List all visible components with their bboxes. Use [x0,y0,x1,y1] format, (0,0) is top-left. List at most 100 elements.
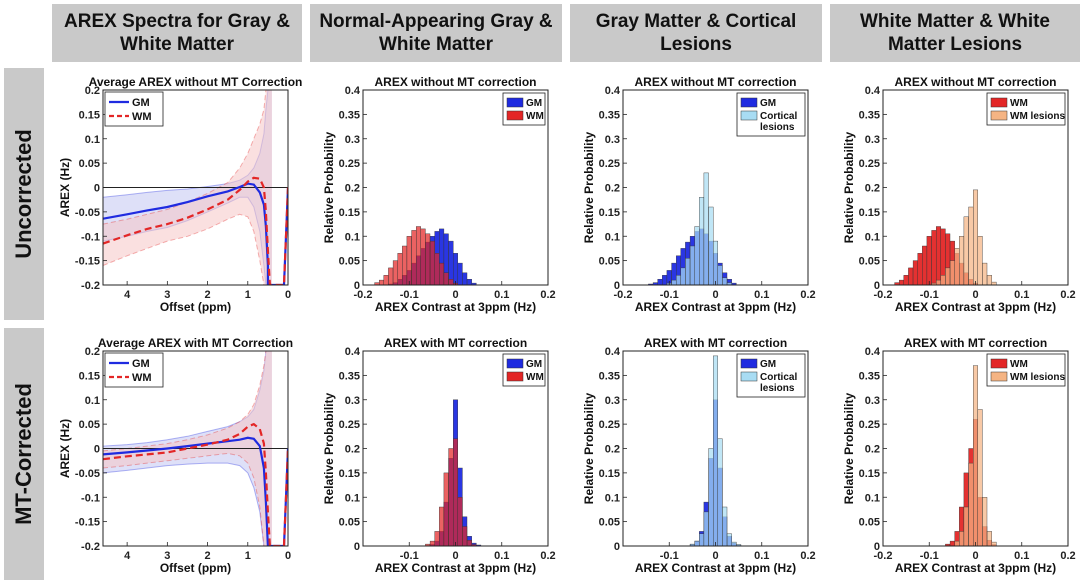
bar-wm [434,253,440,286]
y-tick-label: -0.15 [75,517,100,529]
bar-cortical-lesions [703,172,709,286]
plot-area [374,226,477,286]
y-axis-label: Relative Probability [582,131,596,243]
plot-frame [362,89,549,286]
x-tick-label: -0.1 [400,289,419,301]
column-header-wm-lesions: White Matter & White Matter Lesions [830,4,1080,62]
x-tick-label: 4 [124,550,131,562]
series-line-gm [103,182,288,285]
y-tick-label: 0.25 [599,158,620,170]
bar-gm [452,253,458,286]
x-tick-label: 0 [452,289,458,301]
bar-wm-lesions [986,531,992,547]
y-tick-label: 0 [94,183,100,195]
chart-title: AREX without MT correction [635,75,797,89]
y-axis-label: Relative Probability [582,392,596,504]
x-axis-label: AREX Contrast at 3ppm (Hz) [895,300,1056,314]
plot-frame [622,350,809,547]
legend-swatch [740,110,758,121]
bar-wm [420,228,426,286]
legend-swatch [740,358,758,369]
y-tick-label: 0.25 [599,419,620,431]
legend: WM WM lesions [986,353,1065,387]
bar-wm-lesions [982,262,988,286]
plot-area [103,90,288,285]
bar-wm [931,230,937,286]
bar-wm [378,279,384,286]
y-tick-label: 0 [874,541,880,553]
chart-title: Average AREX with MT Correction [98,336,293,350]
y-axis-label: Relative Probability [842,131,856,243]
bar-wm [439,506,445,547]
x-axis-label: AREX Contrast at 3ppm (Hz) [635,561,796,575]
y-tick-label: 0 [614,541,620,553]
y-tick-label: 0.4 [865,85,881,97]
column-header-normal-appearing: Normal-Appearing Gray & White Matter [310,4,562,62]
band-edge-wm [103,452,272,546]
chart-title: AREX with MT correction [644,336,787,350]
legend-label: WM [526,372,544,383]
band-wm [103,90,272,285]
bar-wm [448,448,454,547]
bar-wm [457,497,463,547]
y-tick-label: 0.1 [85,134,100,146]
bar-cortical-lesions [703,511,709,547]
y-tick-label: 0.2 [345,183,360,195]
x-axis-label: Offset (ppm) [160,300,231,314]
plot-frame [102,350,289,547]
y-tick-label: 0.35 [859,109,880,121]
bar-wm-lesions [977,236,983,286]
chart-gm-cortical-uncorrected: 0 0.05 0.1 0.15 0.2 0.25 0.3 0.35 0.4 -0.2 -0.1 0 0.… [582,75,816,314]
y-tick-label: 0 [874,280,880,292]
legend-label: GM [132,97,150,109]
row-header-uncorrected: Uncorrected [4,68,44,320]
plot-frame [882,350,1069,547]
y-tick-label: 0.15 [599,468,620,480]
x-tick-label: 0 [972,550,978,562]
plot-area [894,189,997,286]
row-header-uncorrected-label: Uncorrected [11,129,36,259]
chart-gm-wm-mt-corrected: 0 0.05 0.1 0.15 0.2 0.25 0.3 0.35 0.4 -0.1 0 0.1 0.2… [322,336,556,575]
bar-cortical-lesions [699,533,705,547]
y-tick-label: 0.05 [339,256,360,268]
y-tick-label: 0.15 [339,468,360,480]
legend-swatch [740,371,758,382]
bar-wm [425,233,431,286]
bar-wm-lesions [972,365,978,547]
bar-gm [662,275,668,286]
legend: GM WM [104,352,164,388]
bar-cortical-lesions [675,275,681,286]
y-tick-label: 0.25 [859,158,880,170]
y-tick-label: 0.35 [339,109,360,121]
bar-wm [429,240,435,286]
y-tick-label: 0.4 [345,85,361,97]
bar-cortical-lesions [680,267,686,286]
y-tick-label: -0.1 [81,231,100,243]
y-tick-label: 0.05 [859,256,880,268]
legend-swatch [990,97,1008,108]
chart-title: AREX with MT correction [384,336,527,350]
legend-box [104,352,164,388]
column-header-arex-spectra: AREX Spectra for Gray & White Matter [52,4,302,62]
y-tick-label: -0.2 [81,541,100,553]
plot-area [425,399,482,547]
y-tick-label: -0.2 [81,280,100,292]
y-axis-label: Relative Probability [322,131,336,243]
y-tick-label: 0.3 [345,395,360,407]
bar-cortical-lesions [694,540,700,547]
x-tick-label: -0.2 [874,289,893,301]
band-edge-wm [103,351,272,452]
x-tick-label: -0.1 [400,550,419,562]
chart-wm-lesions-mt-corrected: 0 0.05 0.1 0.15 0.2 0.25 0.3 0.35 0.4 -0.2 -0.1 0 0.… [842,336,1076,575]
y-tick-label: 0.4 [865,346,881,358]
bar-wm-lesions [963,506,969,547]
bar-wm [917,253,923,286]
legend: GM WM [502,92,546,126]
y-tick-label: 0.1 [345,492,360,504]
series-line-wm [103,422,288,546]
y-tick-label: 0.15 [859,468,880,480]
chart-title: AREX without MT correction [375,75,537,89]
x-tick-label: 3 [164,550,170,562]
bar-wm-lesions [972,189,978,286]
